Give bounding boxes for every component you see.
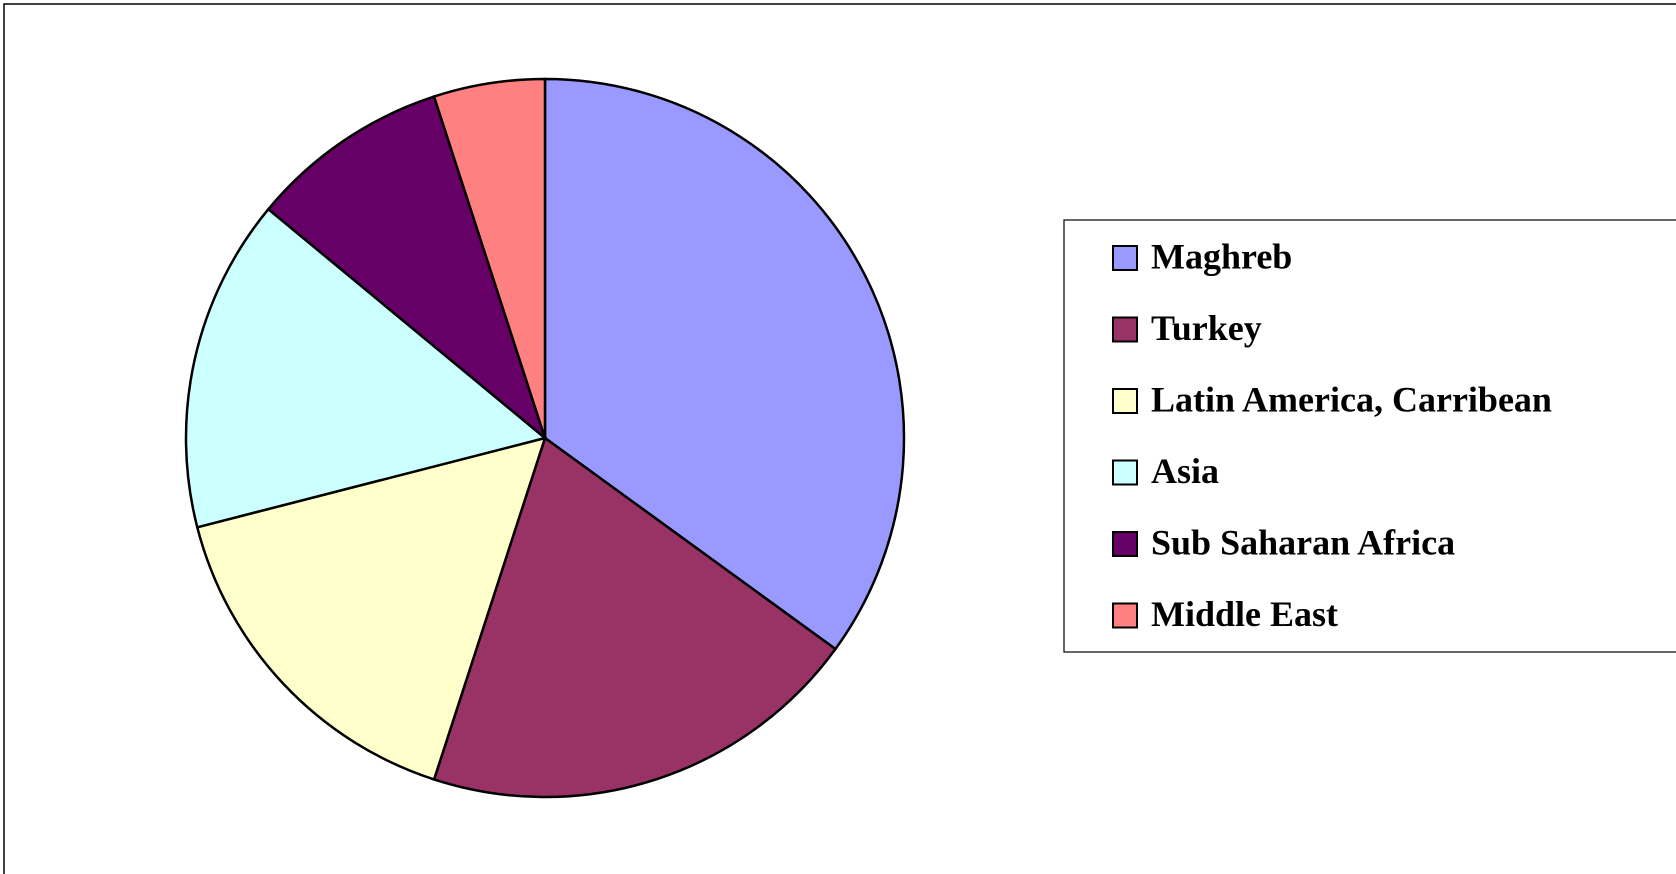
pie-slice [543,77,906,651]
legend-label: Maghreb [1151,236,1292,276]
legend-box [1063,219,1676,653]
legend-swatch [1112,388,1138,414]
legend-label: Middle East [1151,594,1338,634]
legend-label: Latin America, Carribean [1151,379,1552,419]
legend-label: Asia [1151,451,1219,491]
legend-swatch [1112,245,1138,271]
legend-swatch [1112,459,1138,486]
legend-swatch [1112,531,1138,557]
pie-slice [432,77,547,439]
pie-slice [266,94,548,442]
pie-slice [195,436,547,782]
legend-swatch [1112,602,1138,629]
pie-slice [184,207,548,529]
legend-label: Sub Saharan Africa [1151,522,1455,562]
legend-swatch [1112,316,1138,343]
legend-label: Turkey [1151,308,1262,348]
pie-slice [432,435,838,799]
